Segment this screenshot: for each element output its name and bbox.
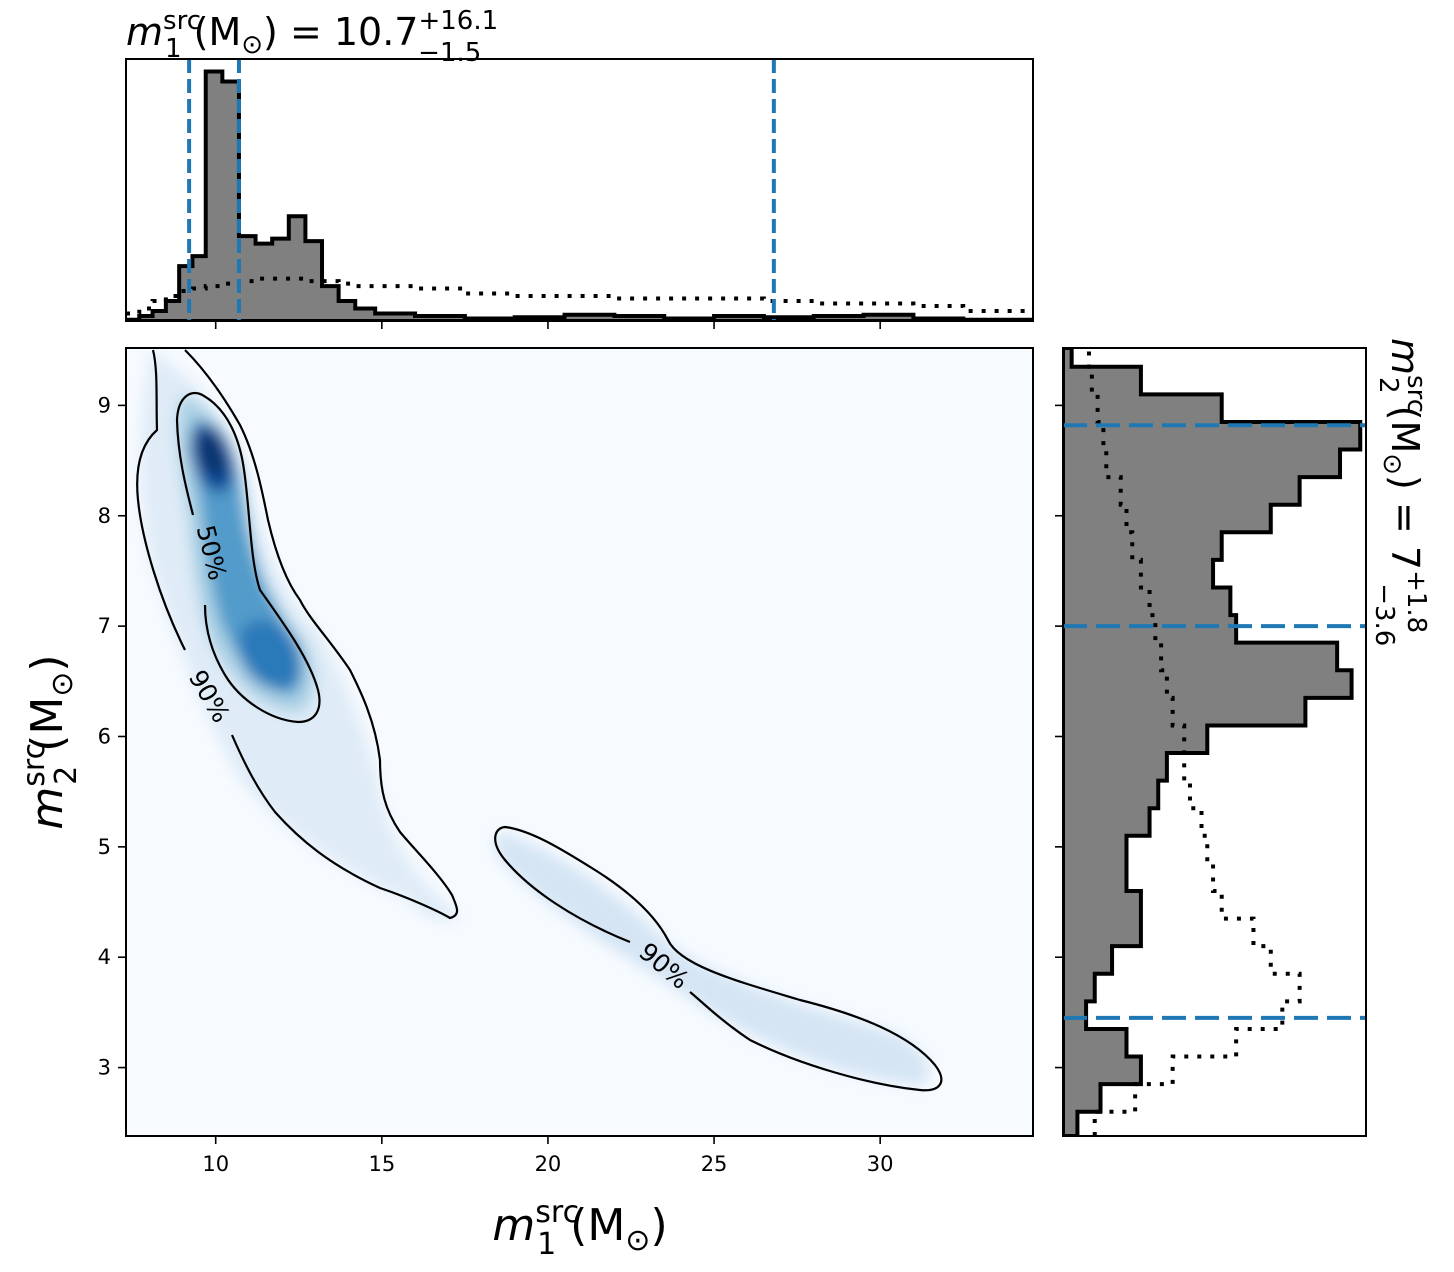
x-tick-label-10: 10 — [202, 1152, 229, 1176]
x-tick-label-25: 25 — [701, 1152, 728, 1176]
joint-ticks: 10 15 20 25 30 3 4 5 6 7 8 9 — [98, 393, 894, 1176]
x-tick-label-30: 30 — [867, 1152, 894, 1176]
density-heatmap — [140, 352, 930, 1085]
y-tick-label-3: 3 — [98, 1056, 111, 1080]
contour-50-main — [175, 391, 321, 724]
joint-frame — [125, 347, 1034, 1137]
contour-90-main — [136, 349, 459, 920]
contour-90-secondary — [494, 825, 943, 1092]
m2-quantile-lines — [1063, 423, 1366, 1020]
y-tick-label-5: 5 — [98, 835, 111, 859]
y-tick-label-6: 6 — [98, 724, 111, 748]
y-tick-label-4: 4 — [98, 945, 111, 969]
right-frame — [1062, 347, 1367, 1137]
density-second-peak — [238, 619, 302, 691]
y-tick-label-9: 9 — [98, 393, 111, 417]
x-axis-label: msrc 1 (M⊙) — [492, 1195, 667, 1262]
y-axis-label: msrc2 (M⊙) — [17, 654, 84, 829]
top-frame — [125, 58, 1034, 322]
m1-posterior-histogram — [126, 69, 1033, 321]
y-tick-label-8: 8 — [98, 504, 111, 528]
m1-summary-title: msrc 1 (M⊙) = 10.7+16.1 −1.5 — [126, 6, 498, 68]
m1-prior-histogram — [126, 276, 1033, 316]
right-marginal-panel: msrc2 (M⊙) = 7+1.8−3.6 — [1055, 338, 1431, 1137]
m2-posterior-histogram — [1063, 348, 1363, 1136]
x-tick-label-20: 20 — [535, 1152, 562, 1176]
x-tick-label-15: 15 — [368, 1152, 395, 1176]
density-secondary-mode — [494, 832, 930, 1085]
y-tick-label-7: 7 — [98, 614, 111, 638]
density-peak-core — [199, 431, 225, 479]
m2-summary-title: msrc2 (M⊙) = 7+1.8−3.6 — [1369, 338, 1431, 646]
top-ticks — [214, 321, 881, 329]
m1-quantile-lines — [187, 59, 776, 321]
top-marginal-panel: msrc 1 (M⊙) = 10.7+16.1 −1.5 — [125, 6, 1034, 329]
m2-prior-histogram — [1086, 348, 1302, 1136]
right-ticks — [1055, 404, 1063, 1069]
